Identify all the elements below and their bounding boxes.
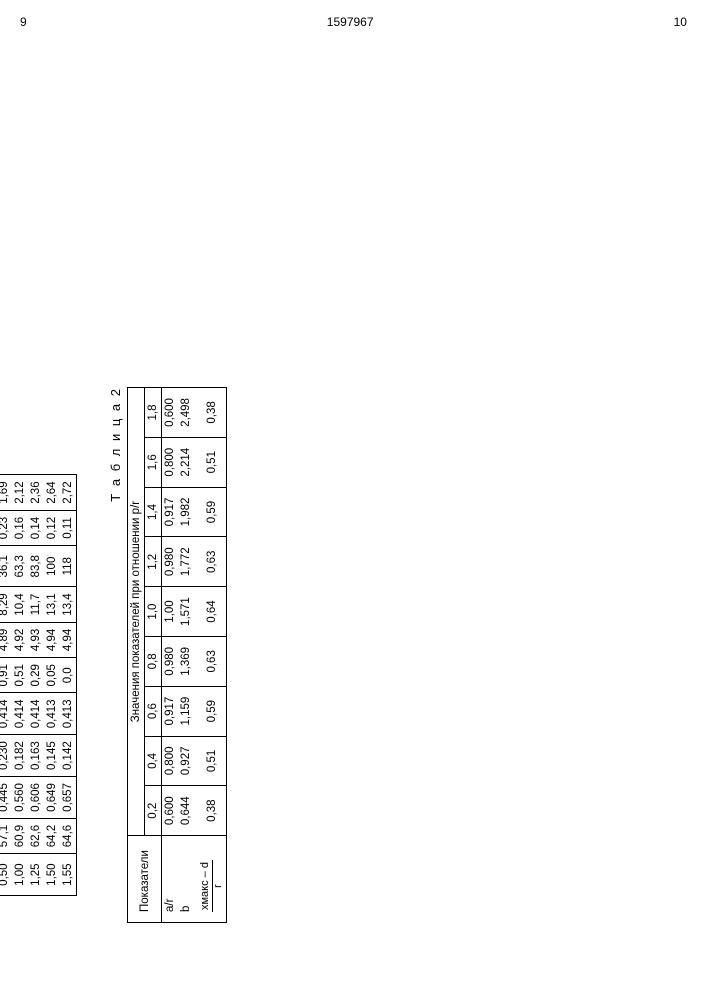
t2-rowlabel: xмакс – dr (198, 836, 227, 923)
table1-container: Т а б л и ц а 1 d/aθ°qt/bT/bh/aL/aD/a-C4… (0, 474, 77, 896)
t2-col: 1,4 (145, 487, 162, 537)
t2-col: 0,4 (145, 736, 162, 786)
t2-suphead: Значения показателей при отношении p/r (128, 388, 145, 836)
doc-number: 1597967 (327, 15, 374, 29)
t2-col: 1,6 (145, 437, 162, 487)
t2-rowlabel: b (178, 836, 194, 923)
table-row: xмакс – dr0,380,510,590,630,640,630,590,… (198, 388, 227, 923)
t2-col: 0,2 (145, 786, 162, 836)
t2-col: 1,0 (145, 587, 162, 637)
table-row: 0,5057,10,4450,2300,4140,914,898,2936,10… (0, 475, 12, 896)
table-row: b0,6440,9271,1591,3691,5711,7721,9822,21… (178, 388, 194, 923)
table2: ПоказателиЗначения показателей при отнош… (127, 387, 227, 923)
table-row: a/r0,6000,8000,9170,9801,000,9800,9170,8… (162, 388, 179, 923)
t2-col: 0,6 (145, 686, 162, 736)
table-row: 1,5064,20,6490,1450,4130,054,9413,11000,… (44, 475, 60, 896)
t2-rowhead: Показатели (128, 836, 162, 923)
t2-col: 1,8 (145, 388, 162, 438)
table-row: 1,0060,90,5600,1820,4140,514,9210,463,30… (12, 475, 28, 896)
t2-rowlabel: a/r (162, 836, 179, 923)
page-header: 9 1597967 10 (10, 10, 697, 34)
table2-label: Т а б л и ц а 2 (108, 387, 123, 923)
page-num-right: 10 (674, 15, 687, 29)
table-row: 1,5564,60,6570,1420,4130,04,9413,41180,1… (60, 475, 77, 896)
table-row: 1,2562,60,6060,1630,4140,294,9311,783,80… (28, 475, 44, 896)
table1: d/aθ°qt/bT/bh/aL/aD/a-C4/aδα⁴D₀0,12554,2… (0, 474, 77, 896)
page-num-left: 9 (20, 15, 27, 29)
t2-col: 0,8 (145, 636, 162, 686)
page: 9 1597967 10 Т а б л и ц а 1 d/aθ°qt/bT/… (10, 10, 697, 990)
table2-container: Т а б л и ц а 2 ПоказателиЗначения показ… (108, 387, 227, 923)
t2-col: 1,2 (145, 537, 162, 587)
